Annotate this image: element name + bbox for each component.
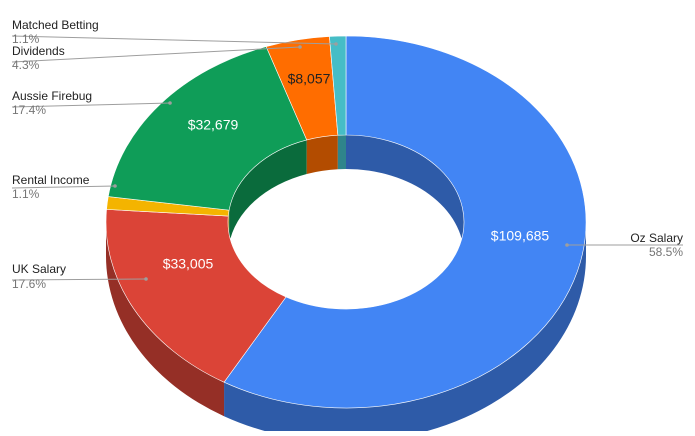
leader-dot-oz-salary [565, 243, 569, 247]
hole-wall-matched-betting [338, 135, 346, 169]
category-label-uk-salary: UK Salary [12, 262, 66, 276]
percent-label-rental-income: 1.1% [12, 187, 40, 201]
leader-dot-matched-betting [334, 42, 338, 46]
percent-label-matched-betting: 1.1% [12, 32, 40, 46]
category-label-dividends: Dividends [12, 44, 65, 58]
leader-dot-uk-salary [144, 277, 148, 281]
value-label-oz-salary: $109,685 [491, 228, 550, 244]
hole-wall-dividends [307, 135, 338, 174]
percent-label-dividends: 4.3% [12, 58, 40, 72]
leader-dot-rental-income [113, 184, 117, 188]
value-label-dividends: $8,057 [288, 71, 331, 87]
slice-tops [106, 36, 586, 408]
percent-label-oz-salary: 58.5% [649, 245, 683, 259]
category-label-aussie-firebug: Aussie Firebug [12, 89, 92, 103]
leader-dot-dividends [298, 45, 302, 49]
percent-label-aussie-firebug: 17.4% [12, 103, 46, 117]
category-label-rental-income: Rental Income [12, 173, 90, 187]
leader-dot-aussie-firebug [168, 101, 172, 105]
category-label-oz-salary: Oz Salary [630, 231, 683, 245]
leader-line-matched-betting [12, 36, 336, 44]
value-label-uk-salary: $33,005 [163, 256, 214, 272]
category-label-matched-betting: Matched Betting [12, 18, 99, 32]
value-label-aussie-firebug: $32,679 [188, 117, 239, 133]
percent-label-uk-salary: 17.6% [12, 277, 46, 291]
